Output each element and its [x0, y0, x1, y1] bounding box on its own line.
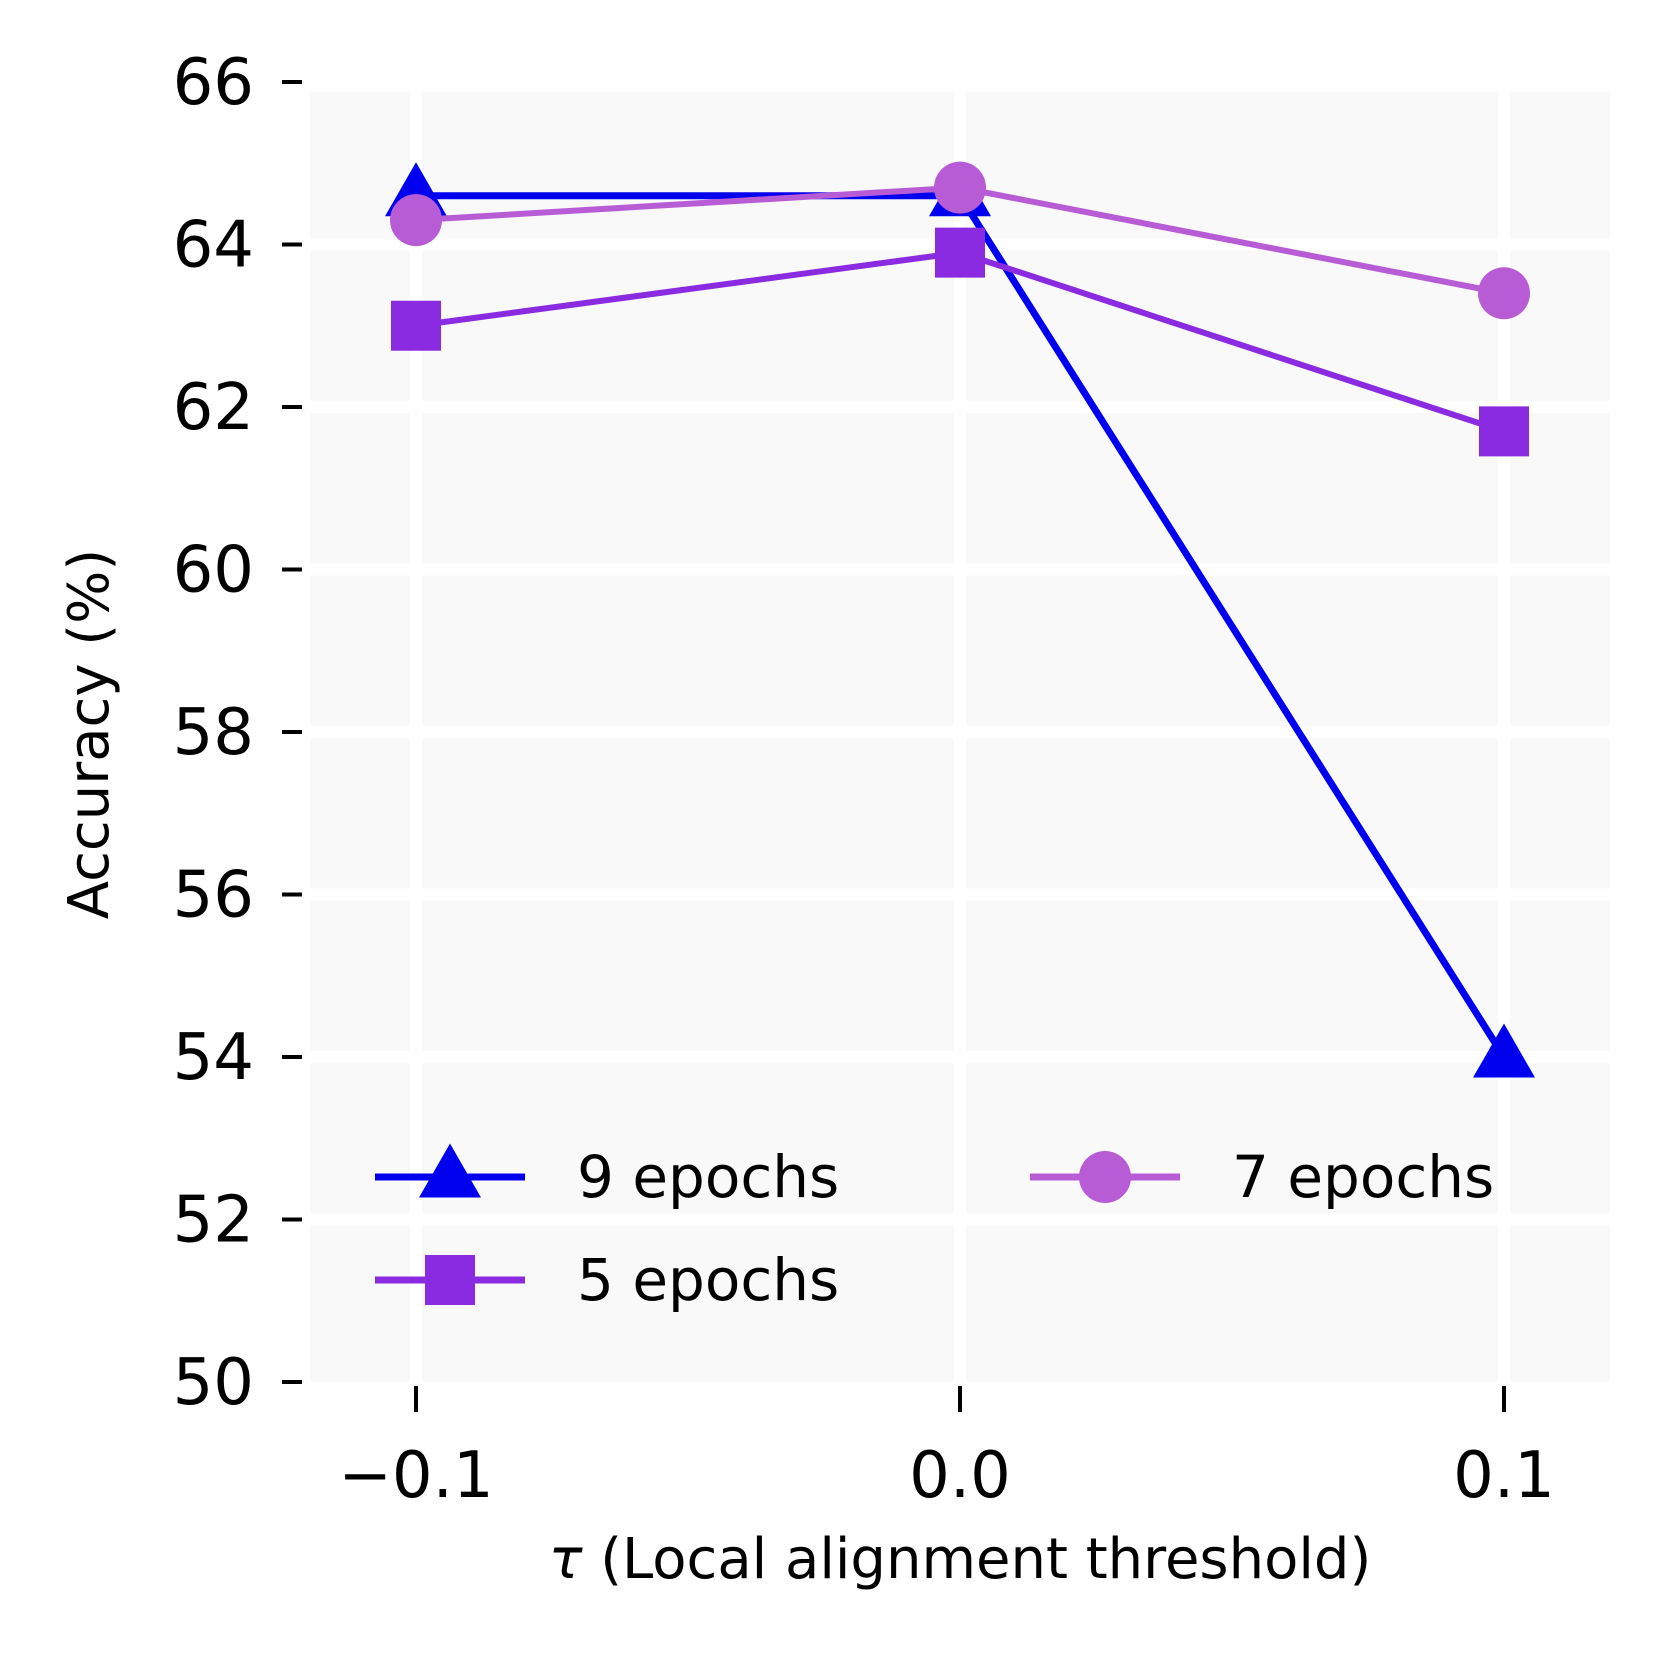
- legend-item-9-epochs: 9 epochs: [375, 1143, 839, 1211]
- legend-marker: [1079, 1151, 1131, 1203]
- x-axis-label-symbol: τ: [549, 1527, 583, 1592]
- legend-label: 5 epochs: [577, 1246, 839, 1314]
- x-axis-label-text: (Local alignment threshold): [582, 1527, 1371, 1592]
- legend-marker: [425, 1255, 475, 1305]
- x-tick-label: 0.0: [909, 1439, 1011, 1513]
- y-axis: 50 52 54 56 58 60 62 64 66: [173, 46, 302, 1420]
- y-tick-label: 54: [173, 1021, 254, 1095]
- data-point: [1473, 1023, 1535, 1078]
- series-7-epochs: [390, 161, 1530, 320]
- y-tick-label: 62: [173, 371, 254, 445]
- data-point: [935, 227, 985, 278]
- legend-item-5-epochs: 5 epochs: [375, 1246, 839, 1314]
- series-5-epochs: [391, 227, 1529, 457]
- data-point: [390, 194, 442, 247]
- legend-label: 9 epochs: [577, 1143, 839, 1211]
- y-tick-label: 60: [173, 534, 254, 608]
- x-axis: −0.1 0.0 0.1: [338, 1386, 1555, 1513]
- y-tick-label: 64: [173, 209, 254, 283]
- y-axis-label: Accuracy (%): [57, 549, 122, 919]
- data-point: [1478, 267, 1530, 320]
- series-layer: [385, 161, 1535, 1078]
- y-tick-label: 66: [173, 46, 254, 120]
- y-tick-label: 58: [173, 696, 254, 770]
- data-point: [1479, 406, 1529, 457]
- x-axis-label: τ (Local alignment threshold): [549, 1527, 1372, 1592]
- y-tick-label: 52: [173, 1184, 254, 1258]
- data-point: [934, 161, 986, 214]
- data-point: [391, 300, 441, 351]
- legend-label: 7 epochs: [1232, 1143, 1494, 1211]
- x-tick-label: −0.1: [338, 1439, 493, 1513]
- x-tick-label: 0.1: [1453, 1439, 1555, 1513]
- legend-marker: [419, 1143, 481, 1198]
- y-tick-label: 50: [173, 1346, 254, 1420]
- y-tick-label: 56: [173, 859, 254, 933]
- legend-item-7-epochs: 7 epochs: [1030, 1143, 1494, 1211]
- legend: 9 epochs 7 epochs 5 epochs: [375, 1143, 1494, 1314]
